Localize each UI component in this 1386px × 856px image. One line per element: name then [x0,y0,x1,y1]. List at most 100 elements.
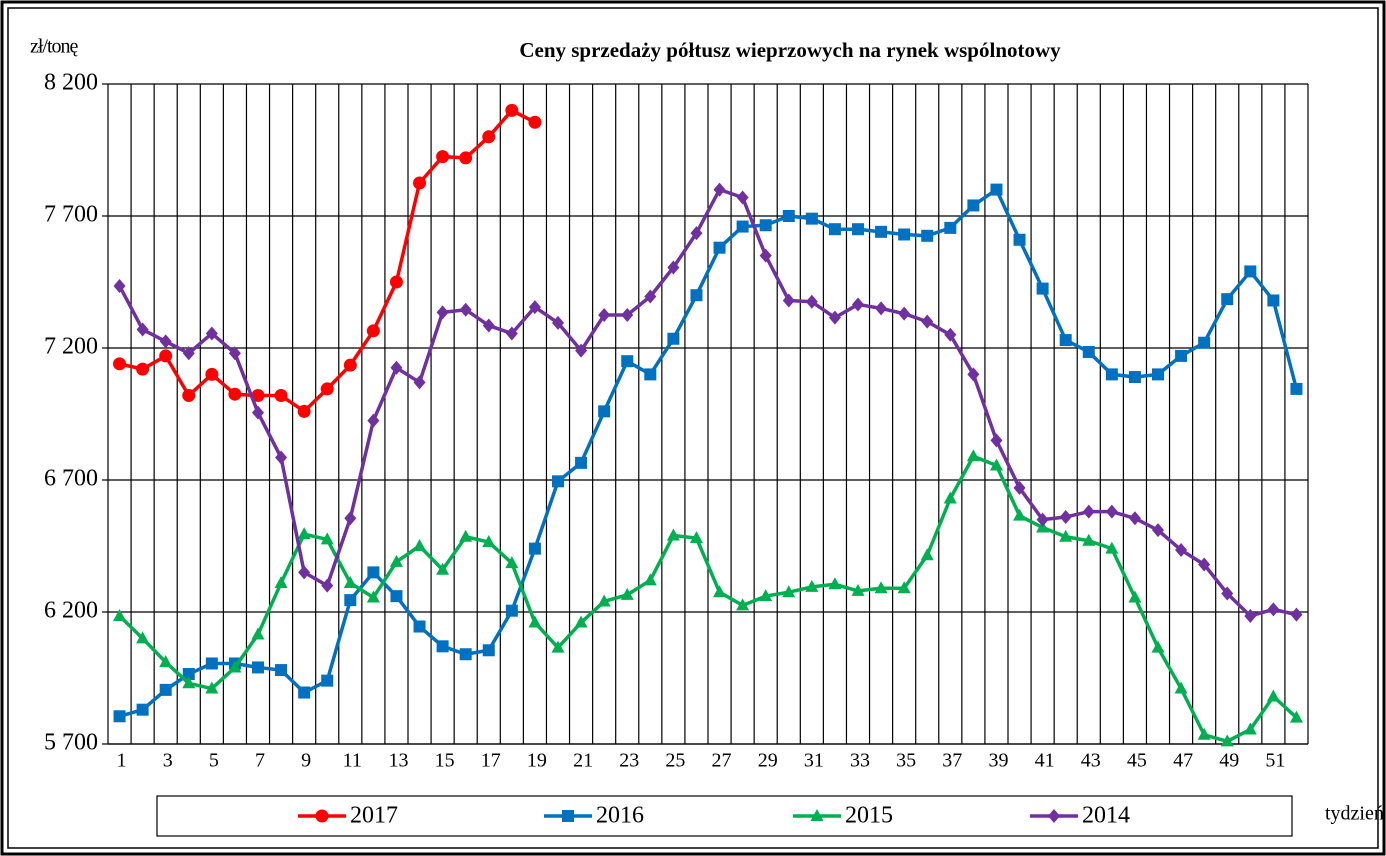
data-point [644,289,657,304]
data-point [182,346,195,361]
x-tick-label: 13 [388,750,408,772]
legend-label: 2015 [845,803,893,829]
data-point [690,289,703,302]
data-point [436,640,449,653]
data-point [1267,294,1280,307]
y-tick-label: 6 200 [44,598,98,624]
data-point [182,668,195,681]
data-point [228,660,242,673]
series-line [118,454,1298,744]
x-tick-label: 51 [1265,750,1285,772]
data-point [1198,557,1211,572]
data-point [113,608,127,621]
data-point [1197,727,1211,740]
data-point [782,293,795,308]
data-point [321,674,334,687]
data-point [482,130,496,144]
data-point [136,322,149,337]
data-point [205,681,219,694]
data-point [1175,542,1188,557]
x-tick-label: 11 [343,750,362,772]
data-point [552,315,564,330]
data-point [620,587,634,600]
data-point [505,604,518,617]
data-point [575,456,588,469]
x-tick-label: 15 [435,750,455,772]
data-point [252,661,264,674]
data-point [436,305,449,320]
data-point [413,176,427,190]
data-point [1220,734,1234,747]
data-point [482,535,496,548]
data-point [528,115,542,129]
data-point [990,433,1003,448]
data-point [297,404,311,418]
data-point [551,640,565,653]
data-point [943,491,957,504]
data-point [344,511,357,526]
data-point [136,631,150,644]
data-point [1059,529,1073,542]
data-point [621,308,634,322]
data-point [136,362,150,376]
data-point [851,583,865,596]
data-point [1151,640,1165,653]
data-point [389,554,403,567]
data-point [136,703,149,716]
data-point [1082,504,1095,519]
data-point [182,389,196,403]
data-point [897,581,911,594]
data-point [852,223,864,236]
x-tick-label: 43 [1081,750,1101,772]
data-point [1174,681,1188,694]
x-tick-label: 33 [850,750,870,772]
x-tick-label: 17 [481,750,501,772]
data-point [967,367,980,382]
data-point [713,241,726,254]
x-tick-label: 47 [1173,750,1193,772]
data-point [944,221,957,234]
data-point [736,220,749,233]
legend-label: 2016 [596,803,644,829]
data-point [320,382,334,396]
x-tick-label: 37 [942,750,962,772]
data-point [275,450,288,465]
data-point [459,529,473,542]
series-line [119,187,1299,718]
data-point [274,575,288,588]
data-point [205,657,218,670]
legend-label: 2017 [350,803,398,829]
data-point [921,229,934,242]
series-line [117,187,1297,618]
data-point [898,228,911,241]
x-tick-label: 3 [163,750,173,772]
data-point [782,585,796,598]
data-point [367,413,380,428]
data-point [990,183,1003,196]
data-point [528,615,542,628]
data-point [1175,349,1188,362]
data-point [852,297,864,312]
data-point [1128,590,1142,603]
data-point [1244,608,1257,623]
data-point [759,248,772,263]
y-tick-label: 6 700 [44,466,98,492]
data-point [805,294,818,309]
data-point [1082,533,1096,546]
data-point [113,710,126,723]
data-point [1059,509,1072,524]
inner-frame [7,7,1379,849]
x-tick-label: 21 [573,750,593,772]
data-point [759,589,773,602]
data-point [667,332,680,345]
data-point [297,527,311,540]
data-point [205,326,218,341]
data-point [113,357,127,371]
data-point [759,219,772,232]
data-point [989,458,1003,471]
data-point [1221,586,1234,601]
data-point [459,151,473,165]
data-point [413,375,426,390]
data-point [1082,345,1095,358]
